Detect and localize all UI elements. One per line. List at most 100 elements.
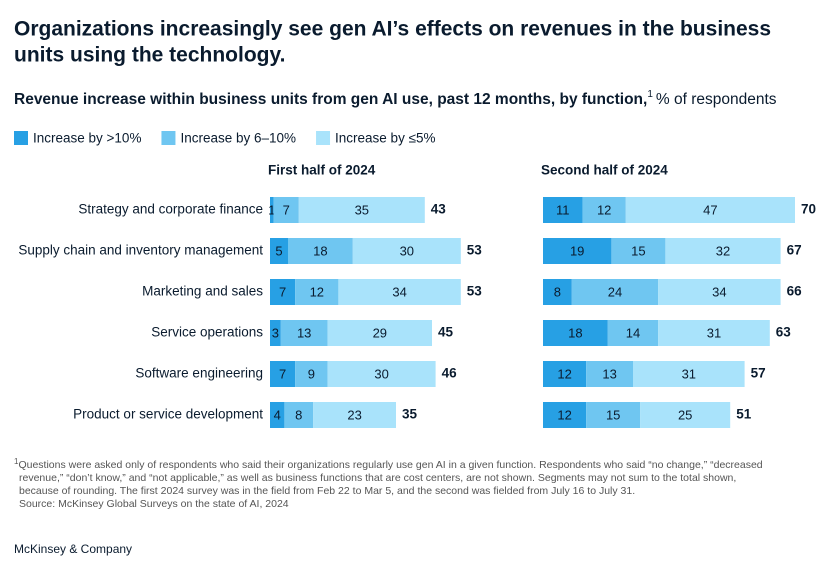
- bar-segment: [295, 279, 339, 305]
- segment-label: 14: [626, 325, 640, 340]
- segment-label: 47: [703, 202, 717, 217]
- total-label: 53: [467, 243, 483, 258]
- total-label: 43: [431, 202, 447, 217]
- subtitle-text: Revenue increase within business units f…: [14, 91, 647, 108]
- panel-title: Second half of 2024: [541, 163, 668, 178]
- total-label: 67: [787, 243, 802, 258]
- bar-segment: [633, 361, 745, 387]
- legend-swatch: [14, 131, 28, 145]
- segment-label: 13: [297, 325, 311, 340]
- legend-label: Increase by ≤5%: [335, 131, 435, 146]
- bar-segment: [543, 279, 572, 305]
- total-label: 53: [467, 284, 483, 299]
- category-label: Software engineering: [135, 366, 263, 381]
- segment-label: 23: [347, 407, 361, 422]
- bar-segment: [280, 320, 328, 346]
- bar-segment: [607, 320, 659, 346]
- bar-segment: [295, 361, 328, 387]
- bar-segment: [327, 320, 432, 346]
- segment-label: 3: [272, 325, 279, 340]
- bar-segment: [543, 197, 583, 223]
- bar-segment: [665, 238, 781, 264]
- bar-segment: [313, 402, 396, 428]
- segment-label: 31: [707, 325, 721, 340]
- total-label: 63: [776, 325, 792, 340]
- bar-segment: [543, 361, 587, 387]
- bar-segment: [270, 197, 274, 223]
- segment-label: 7: [279, 366, 286, 381]
- bar-segment: [543, 402, 587, 428]
- bar-segment: [270, 238, 288, 264]
- segment-label: 30: [374, 366, 388, 381]
- bar-segment: [338, 279, 461, 305]
- segment-label: 15: [631, 243, 645, 258]
- legend-swatch: [316, 131, 331, 145]
- bar-segment: [571, 279, 659, 305]
- category-label: Product or service development: [73, 407, 263, 422]
- segment-label: 4: [274, 407, 281, 422]
- segment-label: 8: [295, 407, 302, 422]
- segment-label: 32: [716, 243, 730, 258]
- bar-segment: [270, 320, 281, 346]
- source: Source: McKinsey Global Surveys on the s…: [19, 498, 289, 510]
- segment-label: 29: [373, 325, 387, 340]
- segment-label: 18: [313, 243, 327, 258]
- segment-label: 25: [678, 407, 692, 422]
- segment-label: 19: [570, 243, 584, 258]
- segment-label: 15: [606, 407, 620, 422]
- segment-label: 34: [392, 284, 406, 299]
- title-line: Organizations increasingly see gen AI’s …: [14, 18, 771, 41]
- total-label: 70: [801, 202, 816, 217]
- bar-segment: [543, 320, 608, 346]
- segment-label: 12: [557, 407, 571, 422]
- bar-segment: [270, 402, 285, 428]
- segment-label: 1: [268, 202, 275, 217]
- footnote-line: revenue,” “don’t know,” and “not applica…: [19, 472, 736, 484]
- bar-segment: [611, 238, 666, 264]
- footnote-line: Questions were asked only of respondents…: [18, 459, 762, 471]
- title-line: units using the technology.: [14, 44, 285, 67]
- total-label: 35: [402, 407, 418, 422]
- segment-label: 13: [602, 366, 616, 381]
- bar-segment: [658, 320, 770, 346]
- note-marker: 1: [647, 89, 653, 100]
- bar-segment: [270, 279, 296, 305]
- footnote-line: because of rounding. The first 2024 surv…: [19, 485, 635, 497]
- bar-segment: [625, 197, 795, 223]
- segment-label: 11: [556, 202, 570, 217]
- total-label: 57: [751, 366, 766, 381]
- note-marker: 1: [14, 457, 19, 466]
- bar-segment: [586, 402, 641, 428]
- legend-label: Increase by 6–10%: [180, 131, 296, 146]
- segment-label: 12: [597, 202, 611, 217]
- bar-segment: [658, 279, 781, 305]
- subtitle: Revenue increase within business units f…: [14, 89, 777, 108]
- bar-segment: [288, 238, 353, 264]
- bar-segment: [270, 361, 296, 387]
- segment-label: 5: [275, 243, 282, 258]
- total-label: 45: [438, 325, 454, 340]
- bar-segment: [543, 238, 612, 264]
- bar-segment: [640, 402, 731, 428]
- bar-segment: [298, 197, 425, 223]
- bar-segment: [352, 238, 461, 264]
- category-label: Service operations: [151, 325, 263, 340]
- segment-label: 9: [308, 366, 315, 381]
- bar-segment: [284, 402, 314, 428]
- segment-label: 12: [310, 284, 324, 299]
- total-label: 51: [736, 407, 752, 422]
- panel-title: First half of 2024: [268, 163, 376, 178]
- footnote: 1Questions were asked only of respondent…: [14, 457, 763, 471]
- bar-segment: [273, 197, 299, 223]
- category-label: Marketing and sales: [142, 284, 263, 299]
- segment-label: 30: [400, 243, 414, 258]
- bar-segment: [327, 361, 436, 387]
- category-label: Strategy and corporate finance: [78, 202, 263, 217]
- brand: McKinsey & Company: [14, 542, 132, 556]
- segment-label: 31: [682, 366, 696, 381]
- segment-label: 7: [279, 284, 286, 299]
- total-label: 66: [787, 284, 803, 299]
- segment-label: 7: [283, 202, 290, 217]
- segment-label: 34: [712, 284, 726, 299]
- bar-segment: [582, 197, 626, 223]
